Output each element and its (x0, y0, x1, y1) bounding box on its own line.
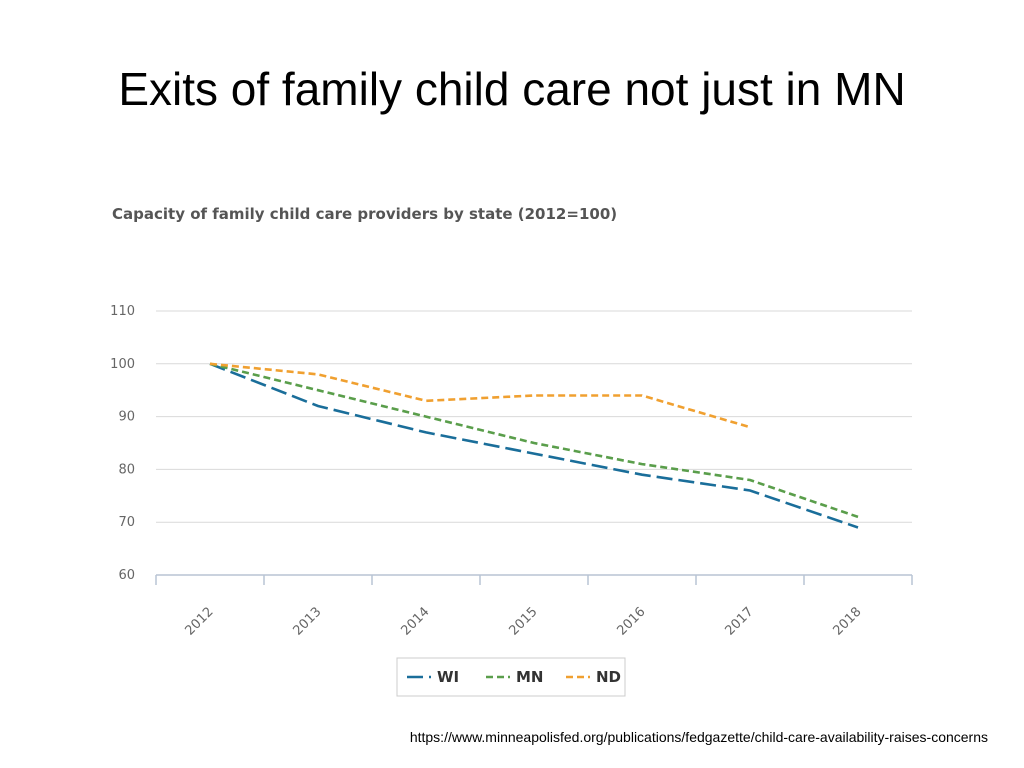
legend-box (396, 657, 626, 697)
x-tick-label-2013: 2013 (291, 605, 325, 639)
y-tick-label-90: 90 (118, 410, 135, 425)
x-tick-label-2016: 2016 (615, 605, 649, 639)
y-tick-label-80: 80 (118, 462, 135, 477)
series-line-nd (209, 362, 751, 429)
slide-title: Exits of family child care not just in M… (118, 63, 906, 115)
x-tick-label-2017: 2017 (723, 605, 757, 639)
x-tick-label-2014: 2014 (399, 605, 433, 639)
source-url[interactable]: https://www.minneapolisfed.org/publicati… (409, 729, 988, 745)
legend-label-nd: ND (596, 668, 621, 686)
y-tick-label-110: 110 (110, 304, 135, 319)
series-line-wi (209, 362, 859, 529)
legend-label-mn: MN (516, 668, 543, 686)
x-tick-label-2012: 2012 (183, 605, 217, 639)
gridlines (156, 310, 912, 523)
legend-label-wi: WI (437, 668, 459, 686)
y-tick-label-60: 60 (118, 568, 135, 583)
x-tick-label-2018: 2018 (831, 605, 865, 639)
legend: WI MN ND (396, 657, 626, 697)
y-tick-label-70: 70 (118, 515, 135, 530)
x-tick-label-2015: 2015 (507, 605, 541, 639)
series-lines (209, 362, 859, 529)
y-tick-label-100: 100 (110, 357, 135, 372)
y-axis: 60 70 80 90 100 110 (110, 304, 135, 583)
series-line-mn (209, 362, 859, 519)
x-axis: 2012 2013 2014 2015 2016 2017 2018 (155, 574, 913, 639)
chart-title: Capacity of family child care providers … (112, 205, 617, 223)
